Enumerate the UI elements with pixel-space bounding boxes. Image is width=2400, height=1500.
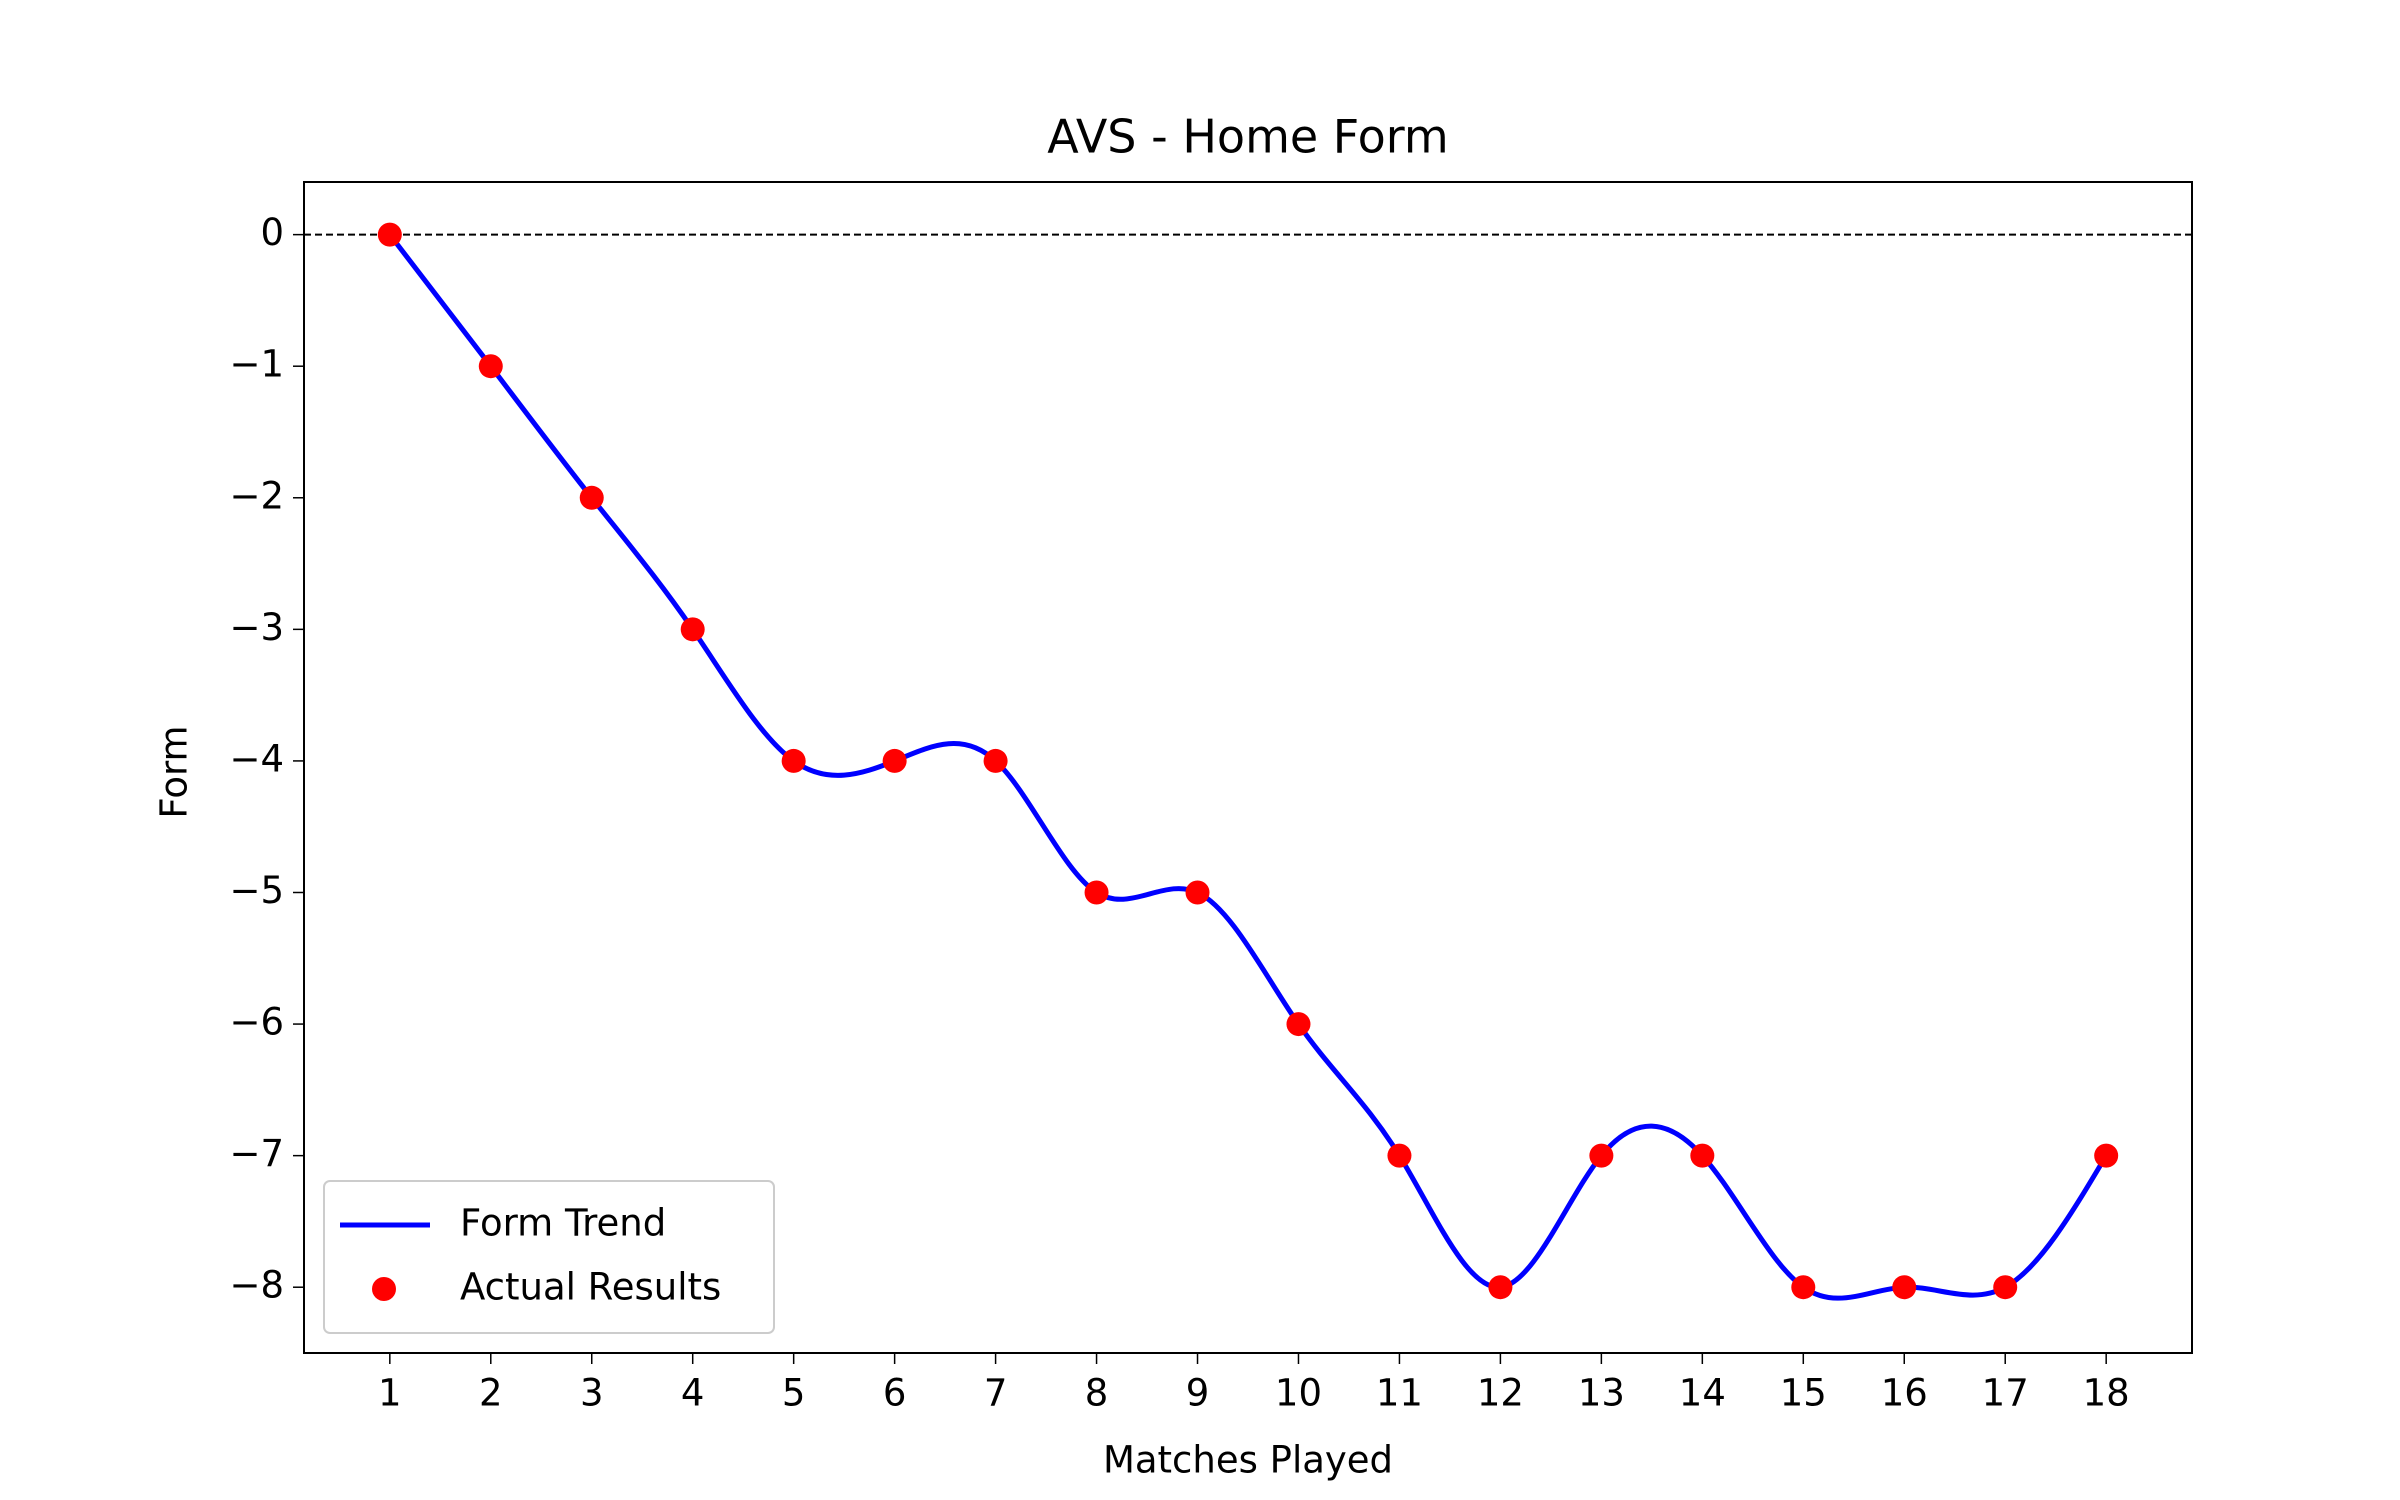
data-point xyxy=(579,485,604,510)
y-tick-label: −2 xyxy=(229,474,284,517)
data-point xyxy=(781,748,806,773)
data-point xyxy=(1185,880,1210,905)
chart-title: AVS - Home Form xyxy=(1047,110,1448,164)
data-point xyxy=(1993,1275,2018,1300)
data-point xyxy=(1589,1143,1614,1168)
x-tick-label: 18 xyxy=(2083,1372,2130,1415)
x-tick-label: 5 xyxy=(782,1372,806,1415)
data-point xyxy=(1791,1275,1816,1300)
x-tick-label: 11 xyxy=(1376,1372,1423,1415)
legend-marker xyxy=(372,1277,396,1301)
y-tick-label: −3 xyxy=(229,606,284,649)
x-tick-label: 9 xyxy=(1186,1372,1210,1415)
y-axis-label: Form xyxy=(153,725,196,818)
plot-frame xyxy=(303,181,2193,1354)
data-point xyxy=(882,748,907,773)
legend-label: Form Trend xyxy=(460,1202,666,1245)
y-tick-label: −7 xyxy=(229,1132,284,1175)
y-tick-label: −4 xyxy=(229,737,284,780)
data-point xyxy=(478,354,503,379)
x-tick-label: 4 xyxy=(681,1372,705,1415)
x-tick-label: 12 xyxy=(1477,1372,1524,1415)
legend-label: Actual Results xyxy=(460,1266,721,1309)
data-point xyxy=(680,617,705,642)
y-tick-label: 0 xyxy=(260,211,284,254)
x-tick-label: 13 xyxy=(1578,1372,1625,1415)
data-point xyxy=(1387,1143,1412,1168)
y-tick-label: −6 xyxy=(229,1001,284,1044)
x-axis-label: Matches Played xyxy=(1103,1439,1393,1482)
x-tick-label: 2 xyxy=(479,1372,503,1415)
data-point xyxy=(1084,880,1109,905)
x-tick-label: 15 xyxy=(1780,1372,1827,1415)
x-tick-label: 10 xyxy=(1275,1372,1322,1415)
x-tick-label: 6 xyxy=(883,1372,907,1415)
data-point xyxy=(1488,1275,1513,1300)
x-tick-label: 1 xyxy=(378,1372,402,1415)
x-tick-label: 3 xyxy=(580,1372,604,1415)
legend-box xyxy=(323,1180,775,1334)
y-tick-label: −8 xyxy=(229,1264,284,1307)
data-point xyxy=(1286,1012,1311,1037)
data-point xyxy=(1690,1143,1715,1168)
y-tick-label: −1 xyxy=(229,343,284,386)
legend: Form Trend Actual Results xyxy=(323,1180,775,1334)
data-point xyxy=(377,222,402,247)
x-tick-label: 8 xyxy=(1085,1372,1109,1415)
x-tick-label: 16 xyxy=(1881,1372,1928,1415)
data-point xyxy=(2094,1143,2119,1168)
x-tick-label: 7 xyxy=(984,1372,1008,1415)
x-tick-label: 14 xyxy=(1679,1372,1726,1415)
y-tick-label: −5 xyxy=(229,869,284,912)
x-tick-label: 17 xyxy=(1982,1372,2029,1415)
trend-line xyxy=(387,233,2109,1301)
data-point xyxy=(983,748,1008,773)
data-point xyxy=(1892,1275,1917,1300)
